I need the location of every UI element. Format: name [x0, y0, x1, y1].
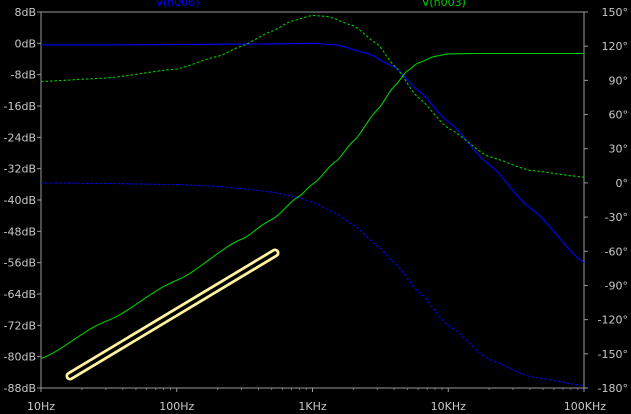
right-tick-label: 30°: [609, 143, 629, 156]
trace-label: V(n006): [155, 0, 199, 9]
right-tick-label: -60°: [605, 245, 628, 258]
trace-phase: [40, 14, 585, 178]
right-tick-label: -30°: [605, 211, 628, 224]
x-tick-label: 100KHz: [564, 400, 606, 413]
left-tick-label: -16dB: [4, 100, 37, 113]
right-tick-label: 90°: [609, 74, 629, 87]
trace-phase: [41, 182, 585, 387]
left-tick-label: -48dB: [4, 225, 37, 238]
left-tick-label: -8dB: [11, 69, 37, 82]
left-tick-label: -24dB: [4, 131, 37, 144]
right-tick-label: -150°: [598, 348, 628, 361]
right-tick-label: 150°: [602, 6, 629, 19]
x-tick-label: 100Hz: [159, 400, 194, 413]
left-tick-label: 0dB: [14, 37, 36, 50]
left-tick-label: -64dB: [4, 288, 37, 301]
trace-magnitude: [40, 52, 584, 360]
right-axis-ticks: 150° 120° 90° 60° 30° 0° -30° -60° -90° -120° -150…: [584, 6, 628, 395]
traces: [40, 14, 585, 387]
right-tick-label: 120°: [602, 40, 629, 53]
plot-area-frame: [40, 11, 585, 389]
trace-label: V(n003): [422, 0, 466, 9]
left-tick-label: -72dB: [4, 319, 37, 332]
left-axis-ticks: 8dB 0dB -8dB -16dB -24dB -32dB -40dB -48dB -56dB…: [4, 6, 41, 395]
right-tick-label: 60°: [609, 109, 629, 122]
x-tick-label: 10Hz: [27, 400, 55, 413]
x-tick-label: 1KHz: [298, 400, 326, 413]
right-tick-label: -180°: [598, 382, 628, 395]
x-axis-ticks: 10Hz 100Hz 1KHz 10KHz 100KHz: [27, 388, 606, 413]
trace-labels: V(n006) V(n003): [155, 0, 465, 9]
left-tick-label: -32dB: [4, 163, 37, 176]
x-tick-label: 10KHz: [431, 400, 466, 413]
right-tick-label: -90°: [605, 279, 628, 292]
left-tick-label: -80dB: [4, 351, 37, 364]
left-tick-label: -88dB: [4, 382, 37, 395]
left-tick-label: 8dB: [14, 6, 36, 19]
right-tick-label: 0°: [616, 177, 629, 190]
left-tick-label: -56dB: [4, 257, 37, 270]
mouse-cursor-highlight: [65, 248, 280, 381]
trace-magnitude: [41, 42, 585, 264]
left-tick-label: -40dB: [4, 194, 37, 207]
right-tick-label: -120°: [598, 314, 628, 327]
